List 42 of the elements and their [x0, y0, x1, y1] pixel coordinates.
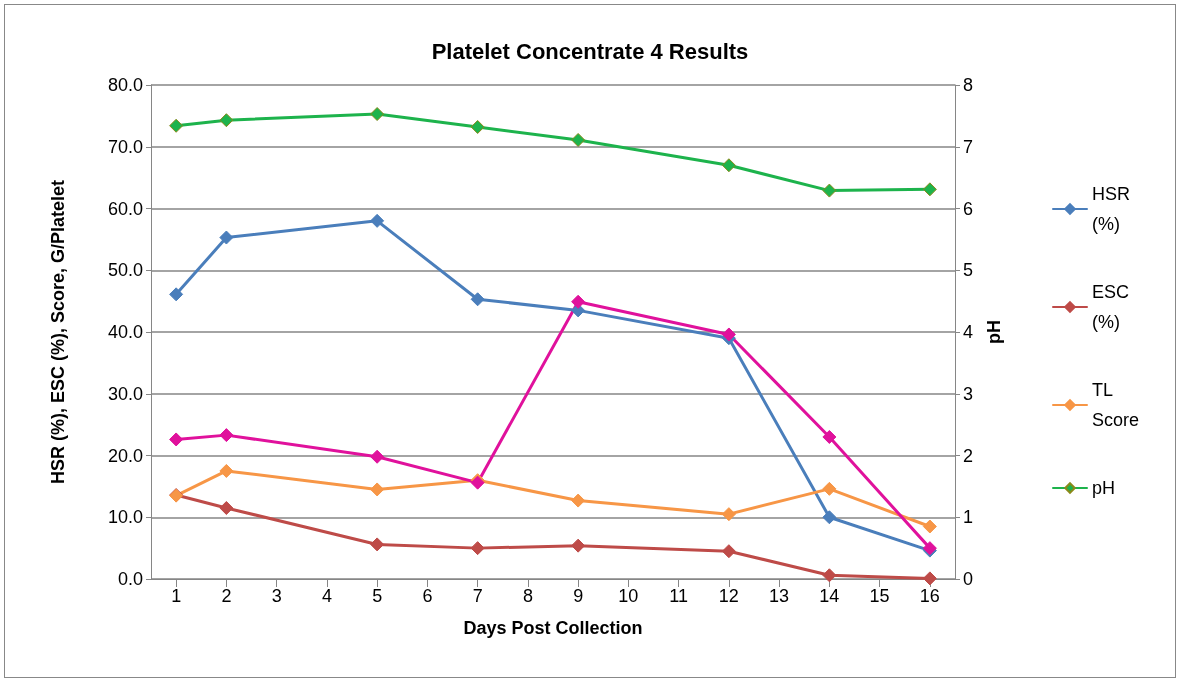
chart-title: Platelet Concentrate 4 Results [431, 38, 749, 64]
y2-tick-label: 3 [963, 383, 974, 404]
y-tick-label: 70.0 [107, 136, 143, 157]
x-tick-label: 15 [869, 586, 890, 606]
x-tick-label: 11 [669, 586, 688, 606]
x-tick-label: 1 [171, 586, 182, 606]
x-tick-label: 3 [271, 586, 282, 606]
x-tick-label: 14 [819, 586, 840, 606]
y2-tick-label: 7 [963, 136, 974, 157]
x-tick-label: 4 [321, 586, 332, 606]
y2-tick-label: 6 [963, 198, 974, 219]
y-tick-label: 0.0 [117, 569, 143, 589]
x-tick-label: 16 [919, 586, 940, 606]
x-tick-label: 6 [422, 586, 433, 606]
y2-tick-label: 2 [963, 445, 974, 466]
y-tick-label: 30.0 [107, 383, 143, 404]
legend-label: TL Score [1092, 380, 1140, 430]
y-tick-label: 10.0 [107, 507, 143, 528]
y-tick-label: 50.0 [107, 260, 143, 281]
y2-tick-label: 4 [963, 322, 974, 342]
x-axis-title: Days Post Collection [463, 618, 643, 638]
y2-tick-label: 5 [963, 260, 974, 281]
x-tick-label: 10 [618, 586, 639, 606]
y-axis-title: HSR (%), ESC (%), Score, G/Platelet [48, 179, 68, 485]
y-tick-label: 60.0 [107, 198, 143, 219]
x-tick-label: 12 [718, 586, 739, 606]
x-tick-label: 7 [472, 586, 483, 606]
legend-label: HSR (%) [1092, 184, 1136, 234]
y2-tick-label: 1 [963, 507, 974, 528]
x-tick-label: 5 [372, 586, 383, 606]
x-tick-label: 8 [522, 586, 533, 606]
y2-axis-title: pH [984, 320, 1004, 344]
y2-tick-label: 8 [963, 75, 974, 95]
legend-label: ESC (%) [1092, 282, 1135, 332]
y2-tick-label: 0 [963, 569, 974, 589]
x-tick-label: 2 [221, 586, 232, 606]
x-tick-label: 9 [573, 586, 584, 606]
y-tick-label: 80.0 [107, 75, 143, 95]
y-tick-label: 40.0 [107, 322, 143, 342]
x-tick-label: 13 [769, 586, 790, 606]
y-tick-label: 20.0 [107, 445, 143, 466]
legend-label: pH [1092, 478, 1116, 498]
